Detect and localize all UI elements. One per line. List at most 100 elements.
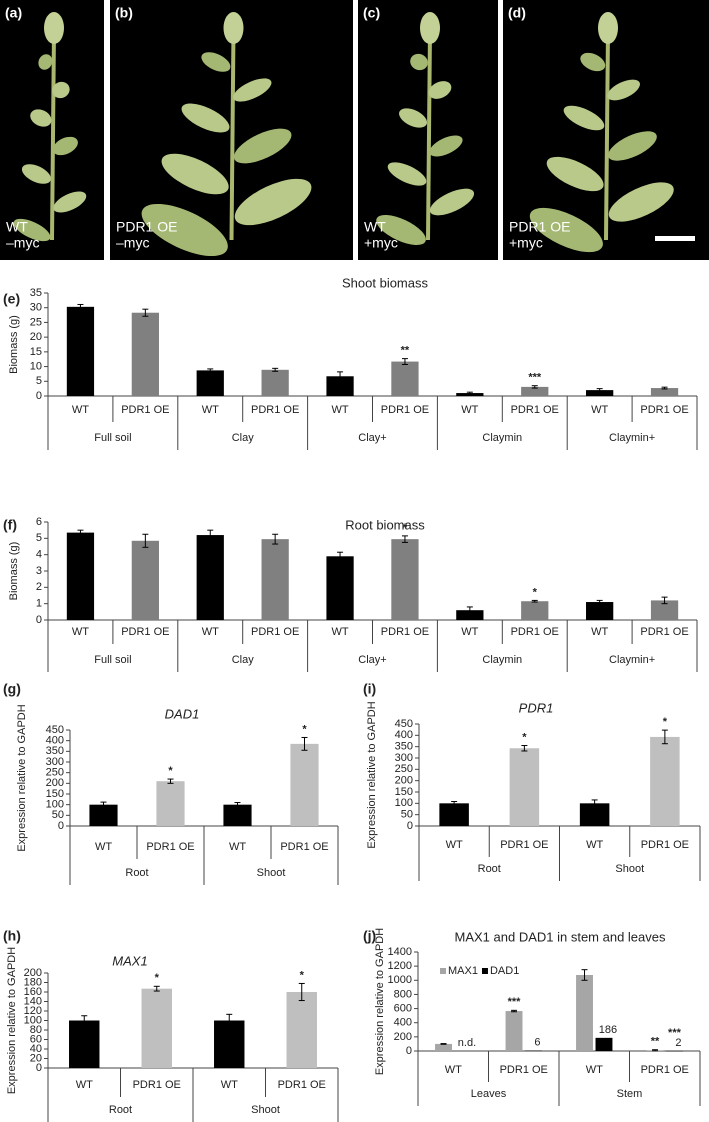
error-bar [81, 1015, 88, 1026]
bar [89, 804, 118, 826]
x-tick-label: PDR1 OE [511, 404, 559, 416]
significance: * [302, 723, 307, 735]
y-tick-label: 4 [36, 549, 42, 561]
bar [286, 992, 317, 1068]
y-tick-label: 300 [395, 752, 413, 764]
error-bar [207, 529, 214, 541]
y-tick-label: 30 [30, 302, 42, 314]
y-tick-label: 350 [395, 741, 413, 753]
error-bar [167, 778, 174, 784]
error-bar [440, 1043, 447, 1045]
y-tick-label: 350 [46, 745, 64, 757]
y-tick-label: 200 [46, 777, 64, 789]
y-tick-label: 200 [24, 967, 42, 979]
plant-leaf [52, 136, 78, 156]
group-label: Clay [232, 432, 255, 444]
bar [290, 743, 319, 826]
group-label: Shoot [251, 1104, 280, 1116]
plant-leaf [429, 188, 475, 216]
plant-stem [426, 29, 432, 241]
y-tick-label: 1000 [388, 974, 412, 986]
y-tick-label: 150 [46, 788, 64, 800]
error-bar [142, 308, 149, 317]
plant-leaf [53, 191, 87, 213]
significance: * [533, 586, 538, 598]
x-tick-label: PDR1 OE [121, 626, 169, 638]
bar [595, 1037, 613, 1051]
x-tick-label: WT [591, 404, 608, 416]
group-label: Root [125, 867, 148, 879]
bar [261, 539, 289, 620]
error-bar [272, 533, 279, 545]
plant-stem [50, 29, 56, 241]
group-label: Claymin [482, 432, 522, 444]
bar [261, 369, 289, 396]
error-bar [234, 802, 241, 808]
group-label: Stem [617, 1088, 643, 1100]
x-tick-label: PDR1 OE [381, 404, 429, 416]
significance: * [522, 731, 527, 743]
y-tick-label: 200 [394, 1031, 412, 1043]
error-bar [301, 736, 308, 751]
chart-title: MAX1 [112, 953, 147, 968]
x-tick-label: PDR1 OE [640, 404, 688, 416]
error-bar [652, 1049, 659, 1052]
photo-caption: WT [6, 219, 28, 235]
y-axis-label: Expression relative to GAPDH [374, 928, 386, 1075]
plant-leaf [13, 218, 51, 242]
bar [586, 602, 614, 620]
plant-leaf [410, 53, 428, 71]
x-tick-label: PDR1 OE [280, 841, 328, 853]
bar [69, 1020, 100, 1068]
group-label: Claymin+ [609, 654, 655, 666]
group-label: Clay [232, 654, 255, 666]
significance: * [168, 765, 173, 777]
plant-leaf [580, 52, 606, 72]
plant-leaf [201, 52, 231, 72]
group-label: Root [109, 1104, 132, 1116]
value-label: 6 [534, 1036, 540, 1048]
y-tick-label: 15 [30, 346, 42, 358]
bar [439, 803, 469, 826]
chart-title: PDR1 [519, 700, 554, 715]
group-label: Claymin [482, 654, 522, 666]
plant-leaf [546, 156, 604, 192]
x-tick-label: WT [446, 839, 463, 851]
bar [666, 1050, 683, 1052]
panel-label: (i) [363, 681, 376, 697]
photo-label: (a) [5, 5, 22, 21]
x-tick-label: WT [591, 626, 608, 638]
y-tick-label: 50 [52, 809, 64, 821]
photo-caption: PDR1 OE [116, 219, 177, 235]
error-bar [207, 368, 214, 373]
y-tick-label: 100 [46, 799, 64, 811]
y-tick-label: 0 [406, 1045, 412, 1057]
bar [131, 540, 159, 620]
x-tick-label: WT [95, 841, 112, 853]
y-tick-label: 100 [395, 797, 413, 809]
y-tick-label: 50 [401, 809, 413, 821]
error-bar [142, 533, 149, 548]
bar [326, 376, 354, 396]
error-bar [337, 551, 344, 561]
x-tick-label: WT [461, 404, 478, 416]
error-bar [596, 388, 603, 393]
plant-leaf [181, 103, 230, 133]
y-tick-label: 0 [407, 820, 413, 832]
plant-leaf [30, 109, 52, 127]
error-bar [511, 1009, 518, 1013]
error-bar [226, 1013, 233, 1028]
error-bar [466, 606, 473, 614]
bar [223, 804, 252, 826]
value-label: n.d. [458, 1037, 476, 1049]
x-tick-label: WT [202, 404, 219, 416]
y-axis-label: Biomass (g) [8, 542, 20, 601]
plant-leaf [608, 131, 657, 161]
y-tick-label: 20 [30, 1052, 42, 1064]
photo-caption: WT [364, 219, 386, 235]
error-bar [272, 367, 279, 372]
bar [66, 306, 95, 396]
bar [326, 556, 354, 620]
error-bar [521, 745, 528, 752]
x-tick-label: WT [221, 1079, 238, 1091]
